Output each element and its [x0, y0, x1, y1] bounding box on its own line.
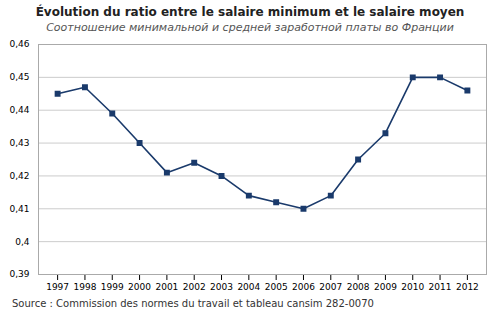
svg-text:2000: 2000 — [128, 282, 151, 292]
svg-text:2011: 2011 — [429, 282, 452, 292]
html-text:Évolution du ratio entre le sa: Évolution du ratio entre le salaire mini… — [35, 5, 465, 19]
svg-text:2009: 2009 — [374, 282, 397, 292]
svg-text:2002: 2002 — [183, 282, 206, 292]
svg-text:1997: 1997 — [46, 282, 69, 292]
svg-text:1999: 1999 — [101, 282, 124, 292]
svg-text:0,39: 0,39 — [9, 269, 29, 279]
svg-text:2005: 2005 — [265, 282, 288, 292]
svg-text:0,41: 0,41 — [9, 204, 29, 214]
svg-text:0,4: 0,4 — [15, 237, 30, 247]
svg-text:0,43: 0,43 — [9, 138, 29, 148]
svg-text:2010: 2010 — [401, 282, 424, 292]
html-text:Source : Commission des normes: Source : Commission des normes du travai… — [12, 298, 374, 309]
svg-text:1998: 1998 — [73, 282, 96, 292]
svg-text:0,46: 0,46 — [9, 39, 29, 49]
svg-text:0,45: 0,45 — [9, 72, 29, 82]
svg-text:0,42: 0,42 — [9, 171, 29, 181]
svg-text:2003: 2003 — [210, 282, 233, 292]
svg-text:2006: 2006 — [292, 282, 315, 292]
svg-text:2004: 2004 — [237, 282, 260, 292]
html-text:Соотношение минимальной и сред: Соотношение минимальной и средней зарабо… — [46, 21, 454, 34]
svg-text:0,44: 0,44 — [9, 105, 29, 115]
svg-text:2001: 2001 — [155, 282, 178, 292]
svg-text:2008: 2008 — [347, 282, 370, 292]
svg-text:2007: 2007 — [319, 282, 342, 292]
svg-text:2012: 2012 — [456, 282, 479, 292]
